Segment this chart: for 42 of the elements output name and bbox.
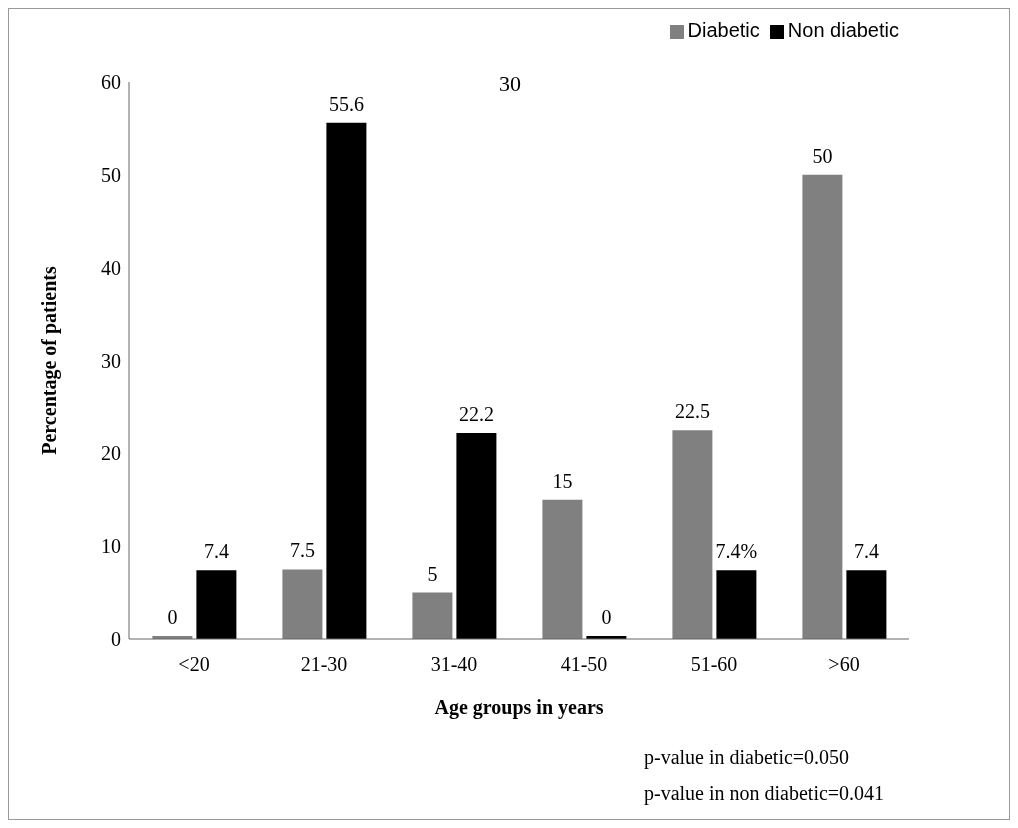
data-label: 55.6 bbox=[328, 92, 364, 115]
bar bbox=[716, 570, 757, 639]
data-label: 0 bbox=[167, 606, 178, 628]
bar bbox=[412, 592, 453, 639]
bar bbox=[672, 430, 713, 639]
x-tick-label: >60 bbox=[828, 653, 860, 676]
y-tick-label: 50 bbox=[101, 163, 121, 186]
data-label: 5 bbox=[427, 562, 438, 585]
data-label: 22.5 bbox=[674, 400, 710, 423]
annotation: 30 bbox=[499, 71, 521, 97]
bar bbox=[456, 432, 497, 639]
bar bbox=[846, 570, 887, 639]
x-axis-title: Age groups in years bbox=[434, 696, 604, 719]
y-tick-label: 20 bbox=[101, 442, 121, 465]
text: p-value in non diabetic=0.041 bbox=[644, 781, 885, 807]
bar bbox=[196, 570, 237, 639]
legend-label: Diabetic bbox=[687, 19, 760, 41]
y-axis-title: Percentage of patients bbox=[38, 266, 62, 455]
x-tick-label: 31-40 bbox=[430, 653, 478, 676]
x-tick-label: 21-30 bbox=[300, 653, 348, 676]
bar bbox=[326, 122, 367, 639]
data-label: 0 bbox=[601, 606, 612, 628]
x-tick-label: 51-60 bbox=[690, 653, 738, 676]
text: p-value in diabetic=0.050 bbox=[644, 745, 851, 771]
data-label: 7.5 bbox=[289, 539, 315, 562]
y-tick-label: 30 bbox=[101, 349, 121, 372]
bar bbox=[282, 569, 323, 639]
legend-label: Non diabetic bbox=[787, 19, 899, 41]
data-label: 50 bbox=[812, 144, 833, 167]
x-tick-label: 41-50 bbox=[560, 653, 608, 676]
y-tick-label: 10 bbox=[101, 535, 121, 558]
data-label: 22.2 bbox=[458, 402, 494, 425]
y-tick-label: 40 bbox=[101, 256, 121, 279]
y-tick-label: 60 bbox=[101, 71, 121, 94]
data-label: 7.4% bbox=[715, 540, 758, 563]
data-label: 7.4 bbox=[203, 540, 229, 563]
x-tick-label: <20 bbox=[178, 653, 210, 676]
y-tick-label: 0 bbox=[111, 628, 121, 651]
bar bbox=[802, 174, 843, 639]
data-label: 7.4 bbox=[853, 540, 879, 563]
data-label: 15 bbox=[552, 469, 573, 492]
bar bbox=[542, 499, 583, 639]
